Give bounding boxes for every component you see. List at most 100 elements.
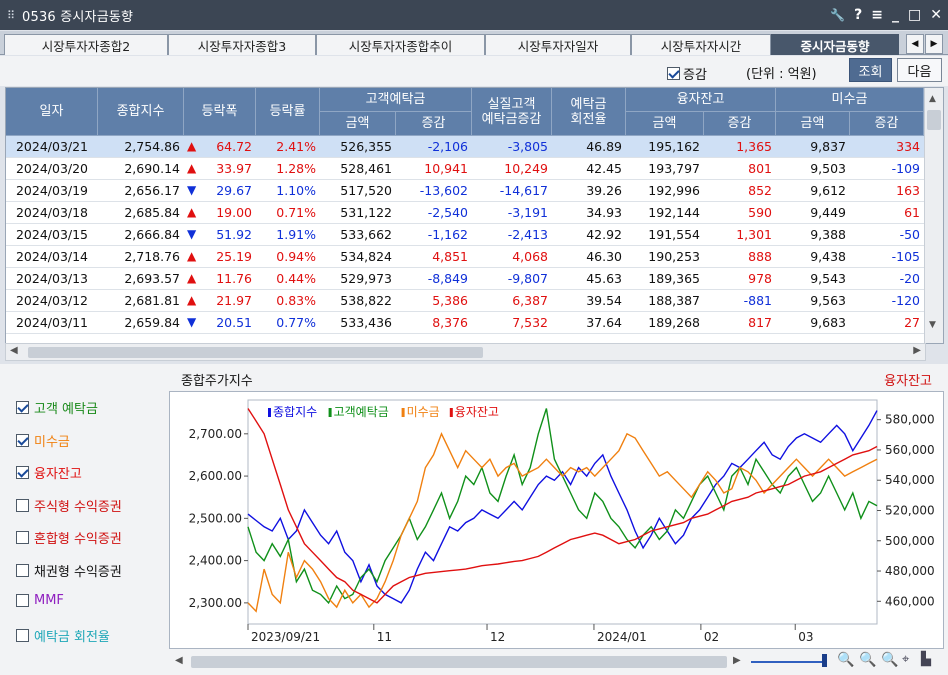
table-vertical-scrollbar[interactable]: ▲ ▼ — [924, 88, 943, 343]
header-margin-amount[interactable]: 금액 — [626, 112, 704, 136]
up-arrow-icon: ▲ — [187, 271, 197, 285]
title-bar: ⠿ 0536 증시자금동향 🔧 ? ≡ _ □ ✕ — [0, 0, 948, 30]
chart-scroll-left-icon[interactable]: ◀ — [175, 655, 183, 666]
header-unpaid[interactable]: 미수금 — [776, 88, 924, 112]
table-row[interactable]: 2024/03/13 2,693.57 11.76 ▲ 0.44% 529,973 -8,8… — [6, 268, 924, 290]
legend-item[interactable]: 채권형 수익증권 — [16, 561, 122, 580]
legend-label: MMF — [34, 593, 64, 608]
chart-scroll-right-icon[interactable]: ▶ — [733, 655, 741, 666]
cell-mar_d: 1,301 — [736, 227, 772, 242]
x-tick-label: 11 — [377, 630, 392, 644]
header-change[interactable]: 등락폭 — [184, 88, 256, 136]
cell-date: 2024/03/15 — [15, 227, 89, 242]
tab-market-investor-time[interactable]: 시장투자자시간 — [631, 34, 771, 55]
cell-unp_d: -105 — [891, 249, 920, 264]
legend-item[interactable]: MMF — [16, 593, 64, 608]
chart-area[interactable]: 2,700.00 2,600.00 2,500.00 2,400.00 2,300.00… — [169, 391, 944, 649]
legend-checkbox[interactable] — [16, 433, 29, 447]
scroll-down-icon[interactable]: ▼ — [929, 320, 936, 330]
maximize-icon[interactable]: □ — [908, 7, 922, 23]
legend-item[interactable]: 융자잔고 — [16, 463, 82, 482]
header-rate[interactable]: 등락률 — [256, 88, 320, 136]
header-margin[interactable]: 융자잔고 — [626, 88, 776, 112]
table-row[interactable]: 2024/03/20 2,690.14 33.97 ▲ 1.28% 528,461 10,9… — [6, 158, 924, 180]
tab-next-icon[interactable]: ▶ — [925, 34, 943, 54]
legend-checkbox[interactable] — [16, 563, 29, 577]
next-button[interactable]: 다음 — [897, 58, 942, 82]
cell-real: 4,068 — [512, 249, 548, 264]
scroll-up-icon[interactable]: ▲ — [929, 94, 936, 104]
cell-turn: 34.93 — [586, 205, 622, 220]
header-real-deposit[interactable]: 실질고객 예탁금증감 — [472, 88, 552, 136]
legend-item[interactable]: 예탁금 회전율 — [16, 626, 110, 645]
legend-item[interactable]: 주식형 수익증권 — [16, 496, 122, 515]
zoom-slider-handle[interactable] — [822, 654, 827, 667]
legend-checkbox[interactable] — [16, 594, 29, 607]
table-row[interactable]: 2024/03/14 2,718.76 25.19 ▲ 0.94% 534,824 4,85… — [6, 246, 924, 268]
tab-fund-trend[interactable]: 증시자금동향 — [771, 34, 899, 55]
cell-mar_d: 888 — [748, 249, 772, 264]
header-deposit-change[interactable]: 증감 — [396, 112, 472, 136]
legend-item[interactable]: 고객 예탁금 — [16, 398, 98, 417]
header-index[interactable]: 종합지수 — [98, 88, 184, 136]
help-icon[interactable]: ? — [854, 7, 863, 23]
table-row[interactable]: 2024/03/15 2,666.84 51.92 ▼ 1.91% 533,662 -1,1… — [6, 224, 924, 246]
cell-dep: 533,436 — [340, 315, 392, 330]
table-row[interactable]: 2024/03/11 2,659.84 20.51 ▼ 0.77% 533,436 8,37… — [6, 312, 924, 334]
tab-market-investor-2[interactable]: 시장투자자종합2 — [4, 34, 168, 55]
tab-market-investor-3[interactable]: 시장투자자종합3 — [168, 34, 316, 55]
zoom-slider[interactable] — [751, 661, 825, 663]
zoom-out-icon[interactable]: 🔍 — [837, 652, 855, 668]
cell-rate: 0.77% — [276, 315, 316, 330]
header-unpaid-amount[interactable]: 금액 — [776, 112, 850, 136]
table-row[interactable]: 2024/03/19 2,656.17 29.67 ▼ 1.10% 517,520 -13,… — [6, 180, 924, 202]
legend-checkbox[interactable] — [16, 628, 29, 642]
header-deposit[interactable]: 고객예탁금 — [320, 88, 472, 112]
legend-item[interactable]: 미수금 — [16, 431, 70, 450]
table-row[interactable]: 2024/03/12 2,681.81 21.97 ▲ 0.83% 538,822 5,38… — [6, 290, 924, 312]
right-tick-label: 460,000 — [885, 594, 935, 608]
header-turnover[interactable]: 예탁금 회전율 — [552, 88, 626, 136]
cell-real: -3,191 — [507, 205, 548, 220]
chart-scroll-thumb[interactable] — [191, 656, 727, 668]
header-deposit-amount[interactable]: 금액 — [320, 112, 396, 136]
menu-icon[interactable]: ≡ — [871, 7, 884, 23]
table-row[interactable]: 2024/03/21 2,754.86 64.72 ▲ 2.41% 526,355 -2,1… — [6, 136, 924, 158]
legend-checkbox[interactable] — [16, 401, 29, 414]
settings-corner-icon[interactable]: ▙ — [921, 652, 931, 667]
cell-rate: 0.94% — [276, 249, 316, 264]
query-button[interactable]: 조회 — [849, 58, 892, 82]
table-horizontal-scrollbar[interactable]: ◀ ▶ — [5, 343, 926, 361]
close-icon[interactable]: ✕ — [930, 7, 942, 23]
cell-unp: 9,683 — [810, 315, 846, 330]
header-date[interactable]: 일자 — [6, 88, 98, 136]
header-unpaid-change[interactable]: 증감 — [850, 112, 924, 136]
cell-dep_d: -2,106 — [427, 139, 468, 154]
change-checkbox[interactable] — [667, 67, 680, 80]
hscroll-thumb[interactable] — [28, 347, 483, 358]
grip-icon[interactable]: ⠿ — [6, 8, 16, 22]
scroll-right-icon[interactable]: ▶ — [913, 345, 921, 356]
settings-icon[interactable]: 🔧 — [830, 8, 846, 22]
down-arrow-icon: ▼ — [187, 315, 197, 329]
minimize-icon[interactable]: _ — [892, 7, 900, 23]
scroll-left-icon[interactable]: ◀ — [10, 345, 18, 356]
tab-market-investor-daily[interactable]: 시장투자자일자 — [485, 34, 631, 55]
series-legend-swatch — [401, 408, 405, 417]
scroll-thumb[interactable] — [927, 110, 941, 130]
tab-prev-icon[interactable]: ◀ — [906, 34, 924, 54]
zoom-reset-icon[interactable]: 🔍 — [881, 652, 899, 668]
legend-checkbox[interactable] — [16, 498, 29, 512]
tab-market-investor-trend[interactable]: 시장투자자종합추이 — [316, 34, 485, 55]
header-margin-change[interactable]: 증감 — [704, 112, 776, 136]
legend-item[interactable]: 혼합형 수익증권 — [16, 528, 122, 547]
cell-dep: 528,461 — [340, 161, 392, 176]
cell-mar: 193,797 — [648, 161, 700, 176]
series-line-0 — [247, 410, 878, 604]
legend-checkbox[interactable] — [16, 466, 29, 479]
crosshair-icon[interactable]: ⌖ — [902, 652, 910, 667]
legend-checkbox[interactable] — [16, 531, 29, 544]
cell-unp: 9,612 — [810, 183, 846, 198]
table-row[interactable]: 2024/03/18 2,685.84 19.00 ▲ 0.71% 531,122 -2,5… — [6, 202, 924, 224]
zoom-in-icon[interactable]: 🔍 — [859, 652, 877, 668]
